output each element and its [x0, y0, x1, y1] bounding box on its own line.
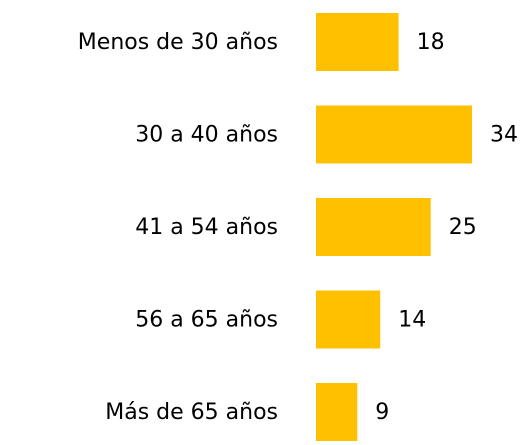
bar: [316, 105, 472, 164]
bar: [316, 383, 358, 441]
category-label: 30 a 40 años: [135, 123, 278, 148]
value-label: 25: [449, 215, 477, 240]
value-label: 18: [417, 30, 445, 55]
category-label: 56 a 65 años: [135, 308, 278, 333]
value-label: 14: [398, 308, 426, 333]
category-label: Menos de 30 años: [78, 30, 278, 55]
bar: [316, 290, 381, 349]
bar: [316, 13, 399, 71]
category-label: Más de 65 años: [105, 400, 278, 425]
value-label: 9: [375, 400, 389, 425]
value-label: 34: [490, 123, 518, 148]
bar: [316, 198, 431, 256]
category-label: 41 a 54 años: [135, 215, 278, 240]
